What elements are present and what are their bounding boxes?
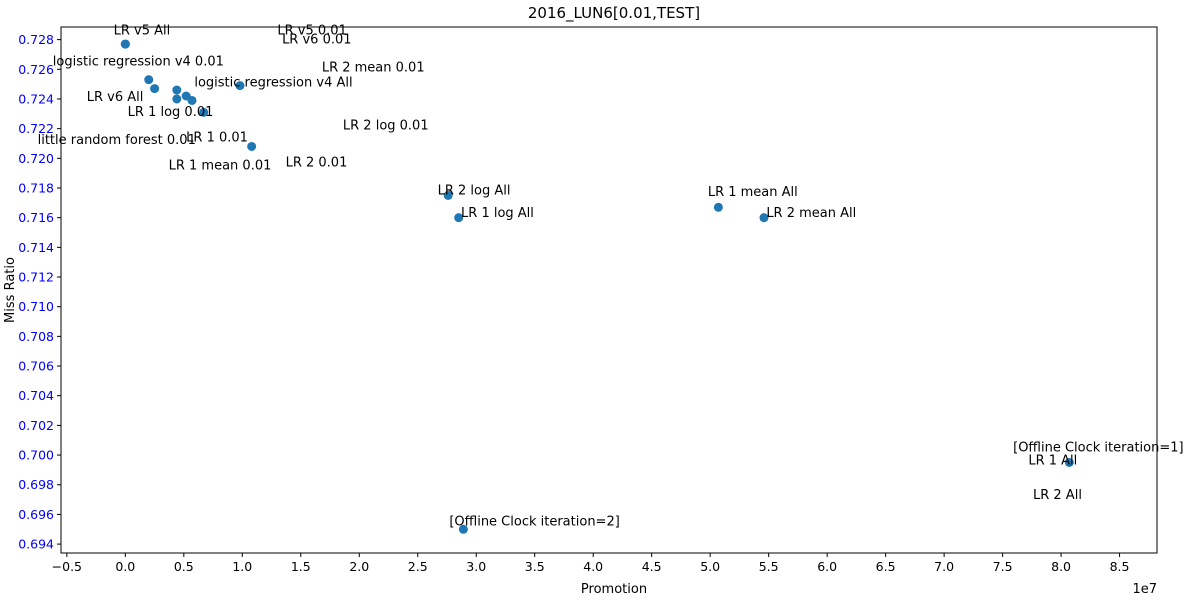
x-axis-offset-label: 1e7 xyxy=(1132,582,1157,597)
point-annotation: LR 1 All xyxy=(1028,454,1077,469)
x-tick-label: 0.5 xyxy=(174,559,194,574)
x-tick-label: 6.5 xyxy=(876,559,896,574)
y-tick-label: 0.712 xyxy=(18,270,54,285)
y-tick-label: 0.716 xyxy=(18,210,54,225)
data-point xyxy=(199,107,209,117)
y-tick-label: 0.728 xyxy=(18,32,54,47)
y-tick-label: 0.696 xyxy=(18,507,54,522)
data-point xyxy=(235,81,245,91)
x-tick-label: 3.5 xyxy=(525,559,545,574)
y-tick-label: 0.702 xyxy=(18,418,54,433)
x-tick-label: 1.0 xyxy=(232,559,252,574)
y-tick-label: 0.708 xyxy=(18,329,54,344)
y-tick-label: 0.714 xyxy=(18,240,54,255)
point-annotation: LR 2 0.01 xyxy=(286,155,348,170)
x-tick-label: 7.0 xyxy=(934,559,954,574)
x-tick-label: 8.5 xyxy=(1110,559,1130,574)
y-tick-label: 0.724 xyxy=(18,91,54,106)
data-point xyxy=(172,94,182,104)
y-axis-label: Miss Ratio xyxy=(3,257,18,323)
x-tick-label: 2.5 xyxy=(408,559,428,574)
y-tick-label: 0.718 xyxy=(18,180,54,195)
y-tick-label: 0.726 xyxy=(18,62,54,77)
point-annotation: LR v6 0.01 xyxy=(282,32,351,47)
point-annotation: LR v6 All xyxy=(87,90,144,105)
point-annotation: LR 1 log 0.01 xyxy=(128,105,214,120)
point-annotation: LR 2 mean All xyxy=(766,206,856,221)
y-tick-label: 0.704 xyxy=(18,388,54,403)
data-point xyxy=(1064,457,1074,467)
y-tick-label: 0.710 xyxy=(18,299,54,314)
data-point xyxy=(144,75,154,85)
x-tick-label: 5.5 xyxy=(759,559,779,574)
x-tick-label: −0.5 xyxy=(52,559,82,574)
y-tick-label: 0.706 xyxy=(18,359,54,374)
point-annotation: little random forest 0.01 xyxy=(38,133,196,148)
point-annotation: LR v5 0.01 xyxy=(277,23,346,38)
point-annotation: LR 1 0.01 xyxy=(186,130,248,145)
data-point xyxy=(172,85,182,95)
x-axis-label: Promotion xyxy=(581,582,647,597)
data-point xyxy=(247,141,257,151)
point-annotation: [Offline Clock iteration=1] xyxy=(1013,440,1183,455)
data-point xyxy=(759,213,769,223)
y-tick-label: 0.700 xyxy=(18,448,54,463)
point-annotation: LR 2 log 0.01 xyxy=(343,118,429,133)
point-annotation: LR 2 All xyxy=(1033,488,1082,503)
data-point xyxy=(120,39,130,49)
plot-area-frame xyxy=(60,26,1158,554)
point-annotation: LR 2 mean 0.01 xyxy=(322,61,425,76)
point-annotation: LR v5 All xyxy=(114,23,171,38)
point-annotation: logistic regression v4 0.01 xyxy=(53,55,224,70)
point-annotation: LR 1 mean 0.01 xyxy=(169,158,272,173)
x-tick-label: 5.0 xyxy=(700,559,720,574)
x-axis: −0.5 0.0 0.5 1.0 1.5 2.0 2.5 3.0 3.5 4.0 4.5 5.0 5.5… xyxy=(52,553,1130,574)
data-points xyxy=(120,39,1074,534)
x-tick-label: 4.0 xyxy=(583,559,603,574)
y-tick-label: 0.694 xyxy=(18,537,54,552)
x-tick-label: 0.0 xyxy=(115,559,135,574)
y-axis: 0.694 0.696 0.698 0.700 0.702 0.704 0.706 0.708… xyxy=(18,32,61,552)
x-tick-label: 8.0 xyxy=(1051,559,1071,574)
point-annotation: [Offline Clock iteration=2] xyxy=(449,515,619,530)
data-point xyxy=(187,95,197,105)
y-tick-label: 0.720 xyxy=(18,151,54,166)
data-point xyxy=(458,524,468,534)
x-tick-label: 4.5 xyxy=(642,559,662,574)
data-point xyxy=(713,202,723,212)
data-point xyxy=(454,213,464,223)
data-point xyxy=(150,84,160,94)
x-tick-label: 3.0 xyxy=(466,559,486,574)
data-point xyxy=(443,190,453,200)
y-tick-label: 0.722 xyxy=(18,121,54,136)
y-tick-label: 0.698 xyxy=(18,477,54,492)
x-tick-label: 2.0 xyxy=(349,559,369,574)
chart-title: 2016_LUN6[0.01,TEST] xyxy=(528,4,700,23)
point-annotation: logistic regression v4 All xyxy=(194,75,352,90)
x-tick-label: 6.0 xyxy=(817,559,837,574)
point-annotation: LR 1 mean All xyxy=(708,185,798,200)
x-tick-label: 7.5 xyxy=(993,559,1013,574)
point-annotation: LR 2 log All xyxy=(438,184,511,199)
x-tick-label: 1.5 xyxy=(291,559,311,574)
point-annotation: LR 1 log All xyxy=(461,206,534,221)
